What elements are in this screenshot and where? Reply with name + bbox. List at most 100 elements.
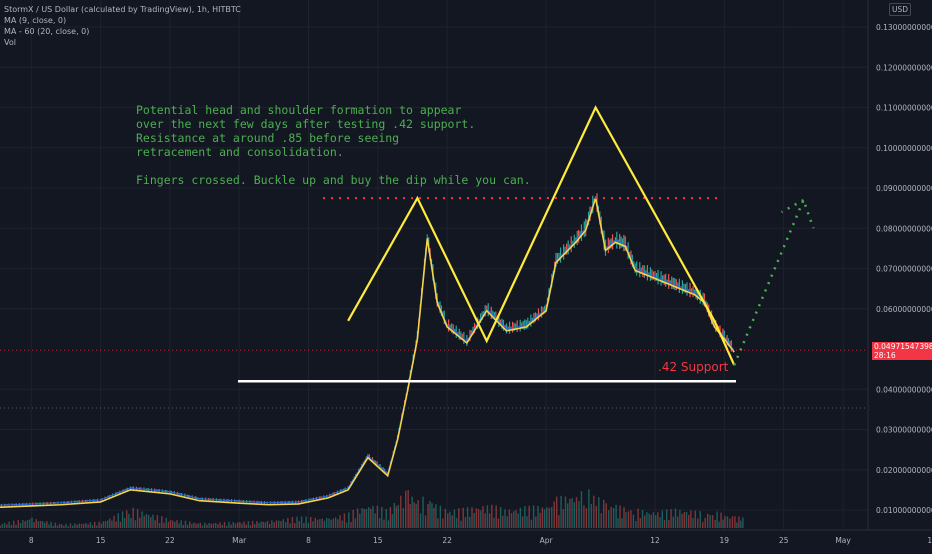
volume-bar (469, 516, 471, 528)
volume-bar (670, 509, 672, 528)
volume-bar (571, 498, 573, 528)
x-tick-label: 25 (779, 536, 789, 545)
volume-bar (191, 524, 193, 528)
volume-bar (239, 522, 241, 528)
volume-bar (163, 522, 165, 528)
volume-bar (294, 523, 296, 528)
volume-bar (668, 520, 670, 528)
volume-bar (141, 511, 143, 528)
volume-bar (517, 513, 519, 528)
volume-bar (303, 523, 305, 528)
y-tick-label: 0.01000000000 (876, 506, 932, 515)
volume-bar (413, 502, 415, 528)
volume-bar (300, 516, 303, 528)
analysis-note: Potential head and shoulder formation to… (136, 103, 531, 187)
volume-bar (305, 516, 307, 528)
indicator-ma9[interactable]: MA (9, close, 0) (4, 16, 67, 25)
volume-bar (330, 519, 332, 528)
volume-bar (718, 521, 720, 528)
volume-bar (352, 509, 354, 528)
volume-bar (199, 522, 201, 528)
volume-bar (447, 513, 449, 528)
volume-bar (462, 507, 464, 528)
volume-bar (204, 522, 206, 528)
volume-bar (424, 515, 427, 528)
volume-bar (145, 514, 148, 528)
volume-bar (706, 513, 709, 528)
volume-bar (33, 522, 35, 528)
volume-bar (169, 520, 172, 528)
volume-bar (567, 503, 569, 528)
volume-bar (271, 520, 273, 528)
volume-bar (186, 524, 189, 528)
volume-bar (215, 522, 217, 528)
volume-bar (260, 521, 262, 528)
volume-bar (113, 515, 115, 528)
x-tick-label: May (835, 536, 851, 545)
volume-bar (104, 521, 107, 528)
volume-bar (106, 520, 109, 528)
volume-bar (48, 524, 50, 528)
indicator-vol[interactable]: Vol (4, 38, 16, 47)
volume-bar (539, 512, 541, 528)
volume-bar (491, 504, 493, 528)
x-tick-label: 8 (29, 536, 34, 545)
volume-bar (419, 513, 422, 528)
volume-bar (154, 520, 156, 528)
volume-bar (237, 522, 239, 528)
volume-bar (407, 490, 409, 528)
volume-bar (15, 524, 17, 528)
volume-bar (296, 516, 298, 528)
volume-bar (672, 516, 674, 528)
volume-bar (439, 505, 442, 528)
volume-bar (264, 522, 267, 528)
volume-bar (556, 496, 558, 528)
volume-bar (453, 509, 456, 528)
volume-bar (174, 521, 176, 528)
volume-bar (78, 523, 80, 528)
volume-bar (471, 507, 473, 528)
volume-bar (387, 520, 390, 528)
volume-bar (681, 513, 683, 528)
volume-bar (405, 490, 407, 528)
indicator-ma60[interactable]: MA - 60 (20, close, 0) (4, 27, 90, 36)
ma60-line (0, 197, 735, 509)
volume-bar (663, 519, 666, 528)
volume-bar (69, 523, 72, 528)
volume-bar (372, 505, 374, 528)
volume-bar (415, 503, 417, 528)
volume-bar (740, 520, 742, 528)
volume-bar (685, 511, 688, 528)
volume-bar (652, 512, 655, 528)
volume-bar (180, 520, 182, 528)
volume-bar (150, 517, 152, 528)
symbol-title[interactable]: StormX / US Dollar (calculated by Tradin… (4, 5, 241, 14)
note-line-2: over the next few days after testing .42… (136, 117, 476, 131)
note-line-3: Resistance at around .85 before seeing (136, 131, 400, 145)
volume-bar (156, 515, 159, 528)
x-tick-label: 8 (306, 536, 311, 545)
volume-bar (10, 524, 13, 528)
volume-bar (617, 518, 619, 528)
volume-bar (383, 519, 385, 528)
volume-bar (6, 524, 8, 528)
currency-badge[interactable]: USD (889, 3, 911, 16)
y-tick-label: 0.10000000000 (876, 144, 932, 153)
support-label: .42 Support (658, 360, 729, 374)
volume-bar (464, 517, 467, 528)
volume-bar (3, 522, 6, 528)
volume-bar (508, 509, 511, 528)
volume-bar (637, 508, 639, 528)
volume-bar (411, 496, 413, 528)
last-price-value: 0.04971547398 (874, 342, 932, 351)
volume-bar (46, 521, 48, 528)
volume-bar (435, 504, 437, 528)
projection-arrow (733, 196, 815, 366)
volume-bar (102, 521, 105, 528)
volume-bar (674, 508, 677, 528)
time-axis-bg (0, 530, 932, 550)
volume-bar (332, 518, 335, 528)
y-tick-label: 0.08000000000 (876, 224, 932, 233)
